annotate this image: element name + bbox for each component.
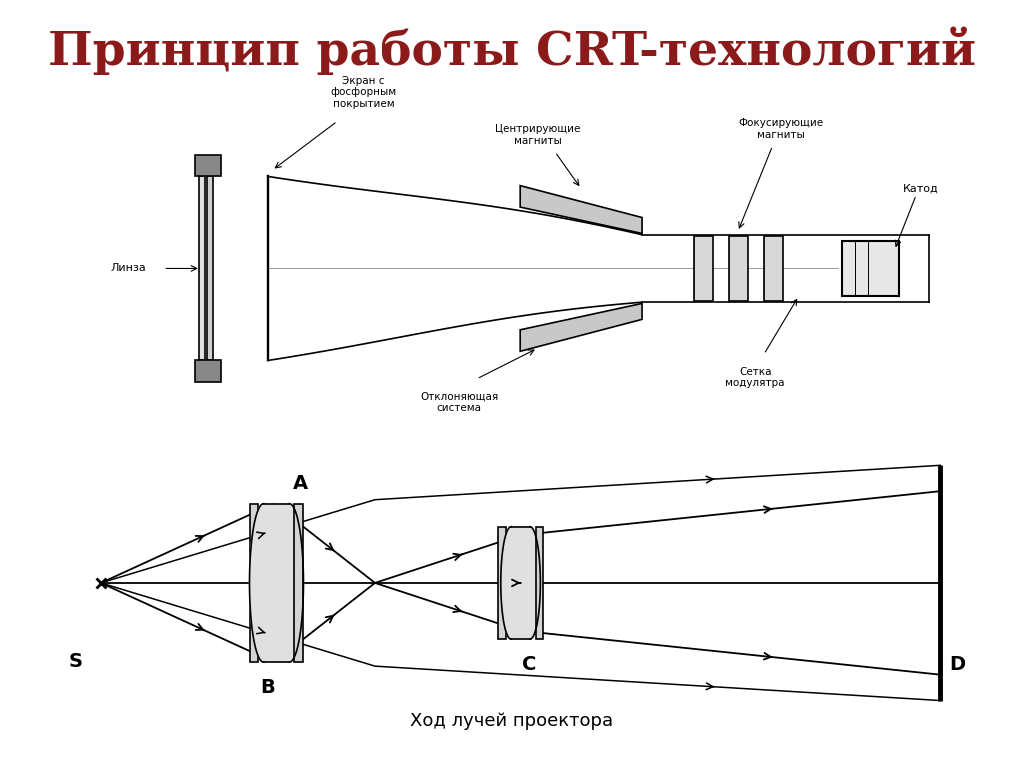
- Text: C: C: [522, 654, 537, 673]
- Text: S: S: [69, 652, 82, 671]
- Polygon shape: [520, 304, 642, 351]
- Text: Фокусирующие
магниты: Фокусирующие магниты: [738, 118, 824, 140]
- Bar: [842, 241, 899, 296]
- Bar: [195, 360, 221, 382]
- Text: Линза: Линза: [111, 263, 146, 274]
- Text: Центрирующие
магниты: Центрирующие магниты: [495, 124, 581, 146]
- Text: B: B: [260, 677, 275, 696]
- Bar: [199, 176, 205, 360]
- Bar: [694, 236, 714, 301]
- Text: Отклоняющая
система: Отклоняющая система: [420, 391, 499, 413]
- Polygon shape: [501, 527, 541, 639]
- Polygon shape: [250, 504, 303, 662]
- Text: D: D: [949, 655, 965, 674]
- Bar: [764, 236, 783, 301]
- Bar: [295, 504, 303, 662]
- Text: Ход лучей проектора: Ход лучей проектора: [411, 712, 613, 730]
- Bar: [729, 236, 749, 301]
- Bar: [536, 527, 544, 639]
- Text: A: A: [293, 475, 308, 493]
- Text: Сетка
модулятра: Сетка модулятра: [725, 367, 785, 388]
- Bar: [498, 527, 506, 639]
- Bar: [207, 176, 213, 360]
- Text: Принцип работы CRT-технологий: Принцип работы CRT-технологий: [48, 27, 976, 75]
- Polygon shape: [520, 186, 642, 233]
- Bar: [250, 504, 258, 662]
- Text: Катод: Катод: [903, 183, 939, 194]
- Bar: [195, 155, 221, 176]
- Text: Экран с
фосфорным
покрытием: Экран с фосфорным покрытием: [331, 76, 396, 109]
